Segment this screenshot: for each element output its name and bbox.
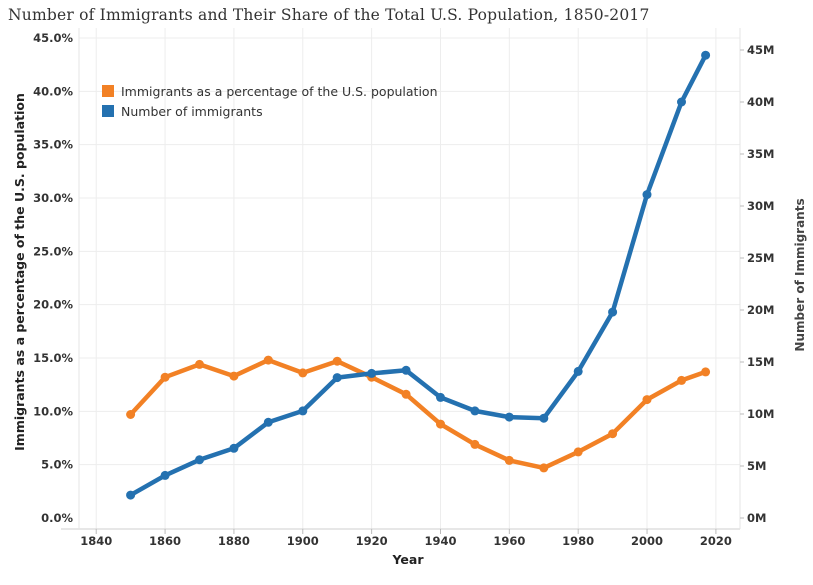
y-left-tick-label: 15.0%	[33, 351, 73, 365]
y-right-axis-ticks: 0M 5M 10M 15M 20M 25M 30M 35M 40M 45M	[740, 43, 774, 525]
y-right-tick-label: 10M	[747, 407, 774, 421]
data-point-number[interactable]: 1980: 14.1M	[573, 366, 583, 376]
legend-label-number: Number of immigrants	[121, 104, 263, 119]
x-tick-label: 2000	[631, 534, 663, 548]
data-point-number[interactable]: 1870: 5.6M	[195, 455, 204, 465]
y-right-tick-label: 45M	[747, 43, 774, 57]
data-point-percentage[interactable]: 1950: 6.9%	[470, 439, 480, 449]
legend-label-percentage: Immigrants as a percentage of the U.S. p…	[121, 84, 438, 99]
y-left-axis-ticks: 0.0% 5.0% 10.0% 15.0% 20.0% 25.0% 30.0% 35.0% 40…	[33, 31, 73, 525]
x-tick-label: 1940	[424, 534, 456, 548]
legend-swatch-number	[102, 105, 114, 117]
y-left-axis-title: Immigrants as a percentage of the U.S. p…	[12, 93, 27, 451]
data-point-number[interactable]: 1880: 6.7M	[229, 443, 239, 453]
legend-item-percentage[interactable]: Immigrants as a percentage of the U.S. p…	[102, 84, 438, 99]
y-left-tick-label: 45.0%	[33, 31, 73, 45]
data-point-percentage[interactable]: 1940: 8.8%	[436, 419, 445, 429]
x-tick-label: 1920	[356, 534, 388, 548]
y-left-tick-label: 35.0%	[33, 138, 73, 152]
data-point-number[interactable]: 1920: 13.9M	[367, 368, 377, 378]
y-right-tick-label: 0M	[747, 511, 766, 525]
data-point-percentage[interactable]: 1930: 11.6%	[401, 389, 411, 399]
x-axis-ticks: 1840 1860 1880 1900 1920 1940 1960 1980 2000 2020	[80, 529, 732, 548]
data-point-number[interactable]: 1990: 19.8M	[608, 307, 618, 317]
data-point-number[interactable]: 1940: 11.6M	[436, 392, 445, 402]
data-point-number[interactable]: 1890: 9.2M	[263, 417, 273, 427]
legend-swatch-percentage	[102, 85, 114, 97]
y-left-tick-label: 10.0%	[33, 404, 73, 418]
data-point-number[interactable]: 1970: 9.6M	[539, 413, 549, 423]
legend-item-number[interactable]: Number of immigrants	[102, 104, 263, 119]
data-point-number[interactable]: 1910: 13.5M	[332, 373, 342, 383]
data-point-percentage[interactable]: 1990: 7.9%	[608, 429, 618, 439]
data-point-percentage[interactable]: 1880: 13.3%	[229, 371, 239, 381]
data-point-percentage[interactable]: 2000: 11.1%	[642, 395, 652, 405]
y-right-tick-label: 20M	[747, 303, 774, 317]
y-right-tick-label: 40M	[747, 95, 774, 109]
y-left-tick-label: 40.0%	[33, 84, 73, 98]
y-left-tick-label: 5.0%	[41, 458, 73, 472]
x-tick-label: 1880	[218, 534, 250, 548]
data-point-number[interactable]: 1850: 2.2M	[126, 490, 136, 500]
y-left-tick-label: 0.0%	[41, 511, 73, 525]
data-point-percentage[interactable]: 1960: 5.4%	[504, 455, 514, 465]
x-tick-label: 1960	[493, 534, 525, 548]
data-point-number[interactable]: 1930: 14.2M	[401, 365, 411, 375]
data-point-number[interactable]: 2010: 40M	[677, 97, 686, 107]
series-layer: 1850: 9.7% 1860: 13.2% 1870: 14.4% 1880: 13…	[126, 50, 711, 500]
y-right-tick-label: 25M	[747, 251, 774, 265]
data-point-number[interactable]: 2017: 44.5M	[701, 50, 711, 60]
data-point-percentage[interactable]: 1910: 14.7%	[332, 356, 342, 366]
data-point-number[interactable]: 2000: 31.1M	[642, 190, 652, 200]
x-tick-label: 1840	[80, 534, 112, 548]
data-point-number[interactable]: 1860: 4.1M	[160, 470, 170, 480]
data-point-percentage[interactable]: 1900: 13.6%	[298, 368, 308, 378]
data-point-percentage[interactable]: 1850: 9.7%	[126, 410, 136, 419]
y-right-tick-label: 5M	[747, 459, 766, 473]
data-point-percentage[interactable]: 1860: 13.2%	[160, 372, 170, 382]
y-right-tick-label: 35M	[747, 147, 774, 161]
y-right-tick-label: 30M	[747, 199, 774, 213]
y-right-tick-label: 15M	[747, 355, 774, 369]
data-point-percentage[interactable]: 2010: 12.9%	[677, 375, 686, 385]
y-left-tick-label: 30.0%	[33, 191, 73, 205]
data-point-percentage[interactable]: 1870: 14.4%	[195, 359, 204, 369]
legend: Immigrants as a percentage of the U.S. p…	[102, 84, 438, 119]
data-point-number[interactable]: 1900: 10.3M	[298, 406, 308, 416]
series-line-number	[128, 52, 708, 498]
x-tick-label: 1860	[149, 534, 181, 548]
chart-title: Number of Immigrants and Their Share of …	[8, 6, 650, 24]
data-point-percentage[interactable]: 1970: 4.7%	[539, 463, 549, 473]
x-tick-label: 2020	[700, 534, 732, 548]
x-axis-title: Year	[392, 552, 425, 567]
data-point-percentage[interactable]: 2017: 13.7%	[701, 367, 711, 377]
data-point-percentage[interactable]: 1890: 14.8%	[263, 355, 273, 365]
y-right-axis-title: Number of Immigrants	[793, 198, 807, 351]
y-left-tick-label: 25.0%	[33, 244, 73, 258]
data-point-number[interactable]: 1950: 10.3M	[470, 406, 480, 416]
x-tick-label: 1980	[562, 534, 594, 548]
data-point-number[interactable]: 1960: 9.7M	[504, 412, 514, 422]
series-line-percentage	[128, 357, 708, 471]
x-tick-label: 1900	[287, 534, 319, 548]
data-point-percentage[interactable]: 1980: 6.2%	[573, 447, 583, 457]
y-left-tick-label: 20.0%	[33, 298, 73, 312]
